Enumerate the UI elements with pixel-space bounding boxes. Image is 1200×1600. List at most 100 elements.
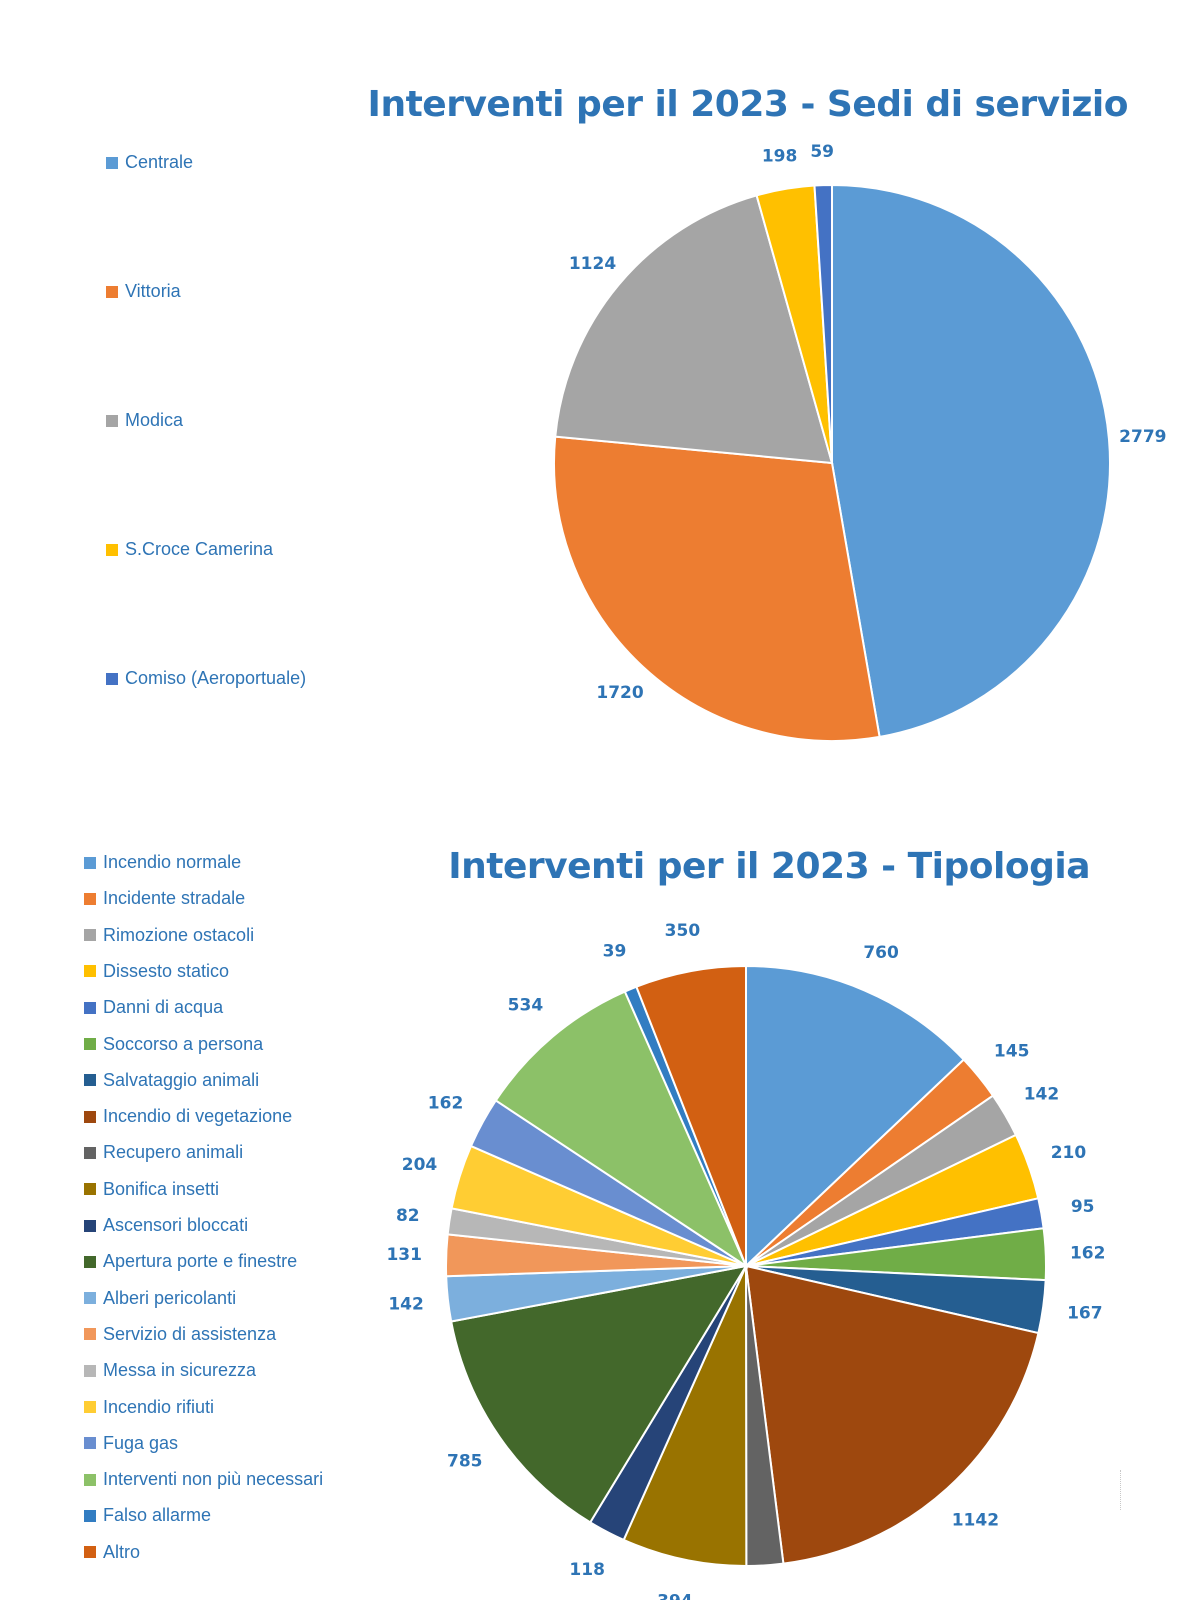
chart-2-data-label-bonifica-insetti: 394 xyxy=(657,1592,693,1600)
chart-2-legend-item-interventi-non-pi-necessari: Interventi non più necessari xyxy=(84,1469,323,1490)
chart-2-data-label-incidente-stradale: 145 xyxy=(994,1042,1030,1062)
chart-2-legend-item-incendio-normale: Incendio normale xyxy=(84,852,241,873)
chart-1-pie: 2779 1720 1124 198 59 xyxy=(553,142,1167,742)
chart-1-legend-item-vittoria: Vittoria xyxy=(106,281,181,302)
chart-2-legend-label: Incendio di vegetazione xyxy=(103,1106,293,1127)
chart-2-legend-label: Apertura porte e finestre xyxy=(103,1251,298,1272)
chart-2-legend-label: Incendio normale xyxy=(103,852,242,872)
chart-2-data-label-incendio-di-vegetazione: 1142 xyxy=(952,1511,999,1531)
chart-2-legend-label: Dissesto statico xyxy=(103,960,230,981)
chart-2-legend-swatch xyxy=(84,1183,96,1196)
chart-2-legend-item-incidente-stradale: Incidente stradale xyxy=(84,888,245,909)
chart-2-data-label-soccorso-a-persona: 162 xyxy=(1070,1243,1106,1263)
chart-2-slice-incendio-normale xyxy=(745,964,966,1269)
chart-2-legend-swatch xyxy=(84,1292,96,1305)
chart-2-legend-label: Servizio di assistenza xyxy=(103,1323,277,1344)
chart-1-data-label-s-croce-camerina: 198 xyxy=(762,146,798,166)
chart-2-slice-incendio-di-vegetazione xyxy=(744,1264,1040,1565)
chart-1-legend-swatch xyxy=(106,285,118,298)
chart-2-legend-swatch xyxy=(84,1255,96,1268)
chart-1-data-label-centrale: 2779 xyxy=(1119,427,1166,447)
chart-2-legend-label: Soccorso a persona xyxy=(103,1033,264,1054)
chart-2-legend-label: Bonifica insetti xyxy=(103,1178,220,1199)
chart-1-slice-vittoria xyxy=(553,435,881,742)
chart-2-data-label-incendio-rifiuti: 204 xyxy=(402,1155,438,1175)
chart-1-legend-swatch xyxy=(106,543,118,556)
chart-2-legend-swatch xyxy=(84,1473,96,1486)
chart-2-legend-swatch xyxy=(84,965,96,978)
chart-2-data-label-recupero-animali: 116 xyxy=(750,1598,786,1600)
chart-2-data-label-danni-di-acqua: 95 xyxy=(1071,1197,1095,1217)
edge-artifact xyxy=(1120,1470,1125,1510)
chart-2-legend-item-soccorso-a-persona: Soccorso a persona xyxy=(84,1034,263,1055)
chart-2-legend-swatch xyxy=(84,1509,96,1522)
chart-1-slice-comiso-aeroportuale xyxy=(813,183,833,464)
chart-2-legend-item-recupero-animali: Recupero animali xyxy=(84,1142,243,1163)
chart-2-legend-item-ascensori-bloccati: Ascensori bloccati xyxy=(84,1215,248,1236)
chart-2-legend-label: Falso allarme xyxy=(103,1505,212,1526)
chart-2-slice-apertura-porte-e-finestre xyxy=(450,1264,749,1524)
chart-1-legend-swatch xyxy=(106,156,118,169)
chart-1-legend-swatch xyxy=(106,414,118,427)
chart-2-data-label-apertura-porte-e-finestre: 785 xyxy=(447,1452,483,1472)
chart-2-legend-item-servizio-di-assistenza: Servizio di assistenza xyxy=(84,1324,276,1345)
chart-1-legend-item-comiso-aeroportuale: Comiso (Aeroportuale) xyxy=(106,668,306,689)
chart-2-legend-item-alberi-pericolanti: Alberi pericolanti xyxy=(84,1288,236,1309)
chart-2-data-label-servizio-di-assistenza: 131 xyxy=(386,1245,422,1265)
chart-2-legend-swatch xyxy=(84,1001,96,1014)
chart-1-title: Interventi per il 2023 - Sedi di servizi… xyxy=(367,84,1129,125)
chart-2-slice-bonifica-insetti xyxy=(622,1265,748,1568)
chart-2-legend-swatch xyxy=(84,1219,96,1232)
chart-2-legend-item-rimozione-ostacoli: Rimozione ostacoli xyxy=(84,925,254,946)
chart-2-legend-item-incendio-di-vegetazione: Incendio di vegetazione xyxy=(84,1106,292,1127)
chart-2-legend-item-dissesto-statico: Dissesto statico xyxy=(84,961,229,982)
chart-2-data-label-messa-in-sicurezza: 82 xyxy=(396,1206,420,1226)
chart-2-legend-label: Altro xyxy=(103,1541,141,1562)
chart-2-data-label-salvataggio-animali: 167 xyxy=(1067,1303,1103,1323)
chart-1-legend-label: Modica xyxy=(125,410,184,430)
chart-1-slice-modica xyxy=(554,194,834,465)
chart-2-legend-item-incendio-rifiuti: Incendio rifiuti xyxy=(84,1397,214,1418)
chart-2-legend-swatch xyxy=(84,1437,96,1450)
chart-1-legend-item-modica: Modica xyxy=(106,410,183,431)
chart-2-legend-item-falso-allarme: Falso allarme xyxy=(84,1505,211,1526)
chart-2-data-label-ascensori-bloccati: 118 xyxy=(569,1560,605,1580)
chart-2-title: Interventi per il 2023 - Tipologia xyxy=(448,846,1090,887)
chart-2-legend-item-altro: Altro xyxy=(84,1542,140,1563)
chart-2-legend-label: Rimozione ostacoli xyxy=(103,924,255,945)
chart-1-slice-centrale xyxy=(831,183,1111,739)
chart-2-legend-swatch xyxy=(84,1401,96,1413)
chart-2-data-label-alberi-pericolanti: 142 xyxy=(388,1295,424,1315)
chart-2-legend-swatch xyxy=(84,1546,96,1559)
chart-2-legend-swatch xyxy=(84,1364,96,1377)
chart-2-data-label-rimozione-ostacoli: 142 xyxy=(1024,1085,1060,1105)
chart-2-data-label-falso-allarme: 39 xyxy=(603,941,627,961)
chart-1-legend-label: Vittoria xyxy=(125,281,181,301)
chart-2-legend-label: Interventi non più necessari xyxy=(103,1469,324,1490)
chart-2-legend-swatch xyxy=(84,1146,96,1159)
chart-1-data-label-vittoria: 1720 xyxy=(596,683,643,703)
chart-2-legend-item-salvataggio-animali: Salvataggio animali xyxy=(84,1070,259,1091)
chart-2-legend-swatch xyxy=(84,856,96,869)
chart-2-legend-label: Fuga gas xyxy=(103,1432,179,1453)
chart-2-legend-swatch xyxy=(84,1110,96,1123)
chart-2-legend-label: Danni di acqua xyxy=(103,997,224,1018)
chart-2-legend-swatch xyxy=(84,1038,96,1050)
chart-1-legend-item-centrale: Centrale xyxy=(106,152,193,173)
chart-2-legend-label: Salvataggio animali xyxy=(103,1069,260,1090)
chart-2-legend-label: Messa in sicurezza xyxy=(103,1360,257,1381)
chart-2-legend-item-fuga-gas: Fuga gas xyxy=(84,1433,178,1454)
chart-2-slice-altro xyxy=(635,964,747,1267)
chart-1-data-label-comiso-aeroportuale: 59 xyxy=(810,142,834,162)
chart-2-data-label-interventi-non-pi-necessari: 534 xyxy=(508,996,544,1016)
chart-1-legend-label: Comiso (Aeroportuale) xyxy=(125,668,307,688)
chart-1-legend-label: S.Croce Camerina xyxy=(125,539,274,559)
chart-2-data-label-incendio-normale: 760 xyxy=(863,943,899,963)
chart-2-legend-item-bonifica-insetti: Bonifica insetti xyxy=(84,1179,219,1200)
chart-1-legend-label: Centrale xyxy=(125,152,194,172)
chart-1-legend-item-s-croce-camerina: S.Croce Camerina xyxy=(106,539,273,560)
chart-1-legend-swatch xyxy=(106,672,118,685)
chart-2-legend-label: Incendio rifiuti xyxy=(103,1396,215,1417)
chart-2-legend-label: Incidente stradale xyxy=(103,888,246,909)
